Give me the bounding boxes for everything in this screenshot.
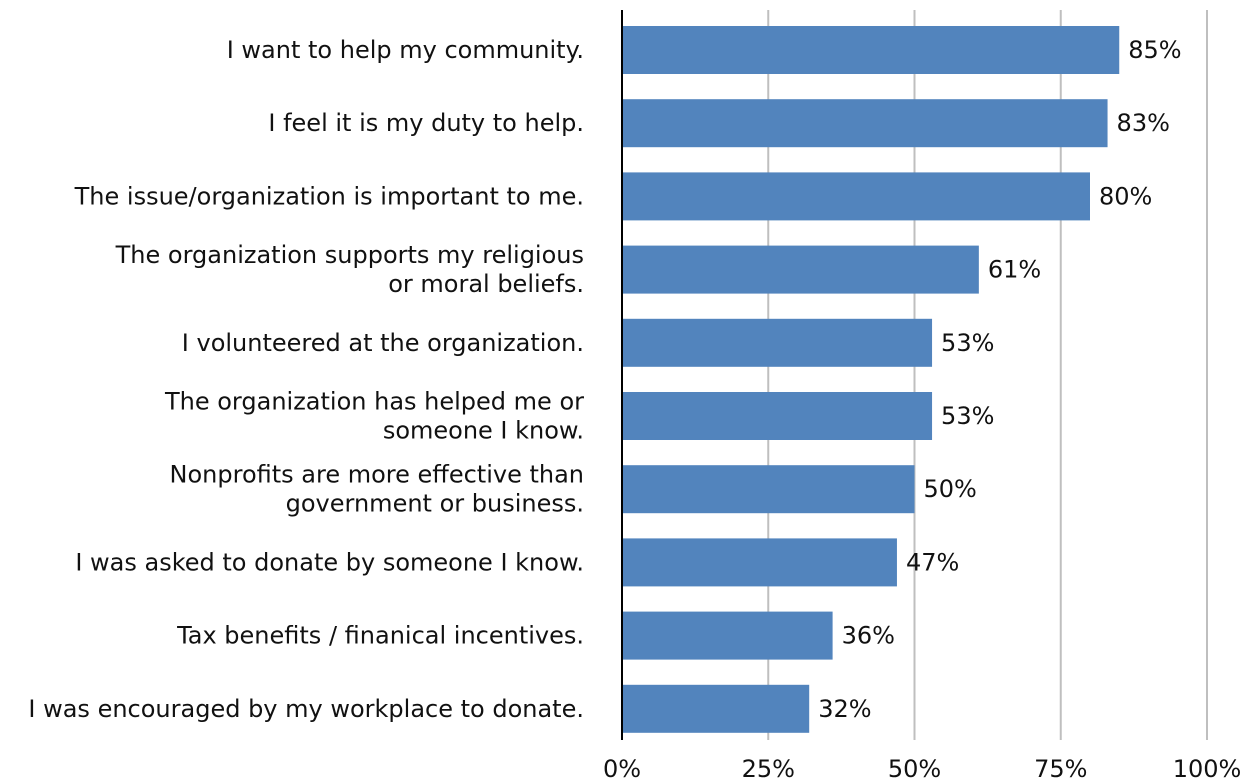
category-label-8: Tax benefits / finanical incentives.: [176, 622, 584, 650]
category-labels: I want to help my community. I feel it is…: [28, 36, 584, 723]
value-labels: 85% 83% 80% 61% 53% 53% 50% 47% 36% 32%: [818, 36, 1181, 723]
category-label-1: I feel it is my duty to help.: [268, 109, 584, 137]
category-label-6-line-1: government or business.: [286, 490, 584, 518]
bar-2: [622, 172, 1090, 221]
bar-9: [622, 684, 810, 733]
bar-5: [622, 392, 933, 440]
x-tick-label-50: 50%: [888, 755, 941, 783]
value-label-0: 85%: [1128, 36, 1181, 64]
category-label-0: I want to help my community.: [227, 36, 584, 64]
category-label-3-line-0: The organization supports my religious: [115, 241, 584, 269]
value-label-6: 50%: [924, 475, 977, 503]
value-label-1: 83%: [1117, 109, 1170, 137]
category-label-7: I was asked to donate by someone I know.: [75, 548, 584, 576]
bars: [622, 26, 1120, 733]
category-label-9: I was encouraged by my workplace to dona…: [28, 695, 584, 723]
category-label-6-line-0: Nonprofits are more effective than: [170, 461, 584, 489]
category-label-4: I volunteered at the organization.: [182, 329, 584, 357]
bar-1: [622, 99, 1108, 148]
x-tick-label-25: 25%: [742, 755, 795, 783]
value-label-2: 80%: [1099, 182, 1152, 210]
x-tick-label-100: 100%: [1173, 755, 1242, 783]
category-label-5-line-1: someone I know.: [383, 417, 584, 445]
value-label-8: 36%: [842, 622, 895, 650]
value-label-4: 53%: [941, 329, 994, 357]
bar-6: [622, 465, 915, 514]
category-label-3-line-1: or moral beliefs.: [388, 270, 584, 298]
x-tick-label-0: 0%: [603, 755, 641, 783]
value-label-3: 61%: [988, 256, 1041, 284]
value-label-9: 32%: [818, 695, 871, 723]
x-tick-labels: 0% 25% 50% 75% 100%: [603, 755, 1241, 783]
value-label-5: 53%: [941, 402, 994, 430]
bar-4: [622, 318, 933, 367]
category-label-2: The issue/organization is important to m…: [74, 182, 584, 210]
category-label-5-line-0: The organization has helped me or: [164, 388, 584, 416]
x-tick-label-75: 75%: [1034, 755, 1087, 783]
bar-7: [622, 538, 897, 587]
bar-3: [622, 245, 979, 294]
bar-0: [622, 26, 1120, 74]
value-label-7: 47%: [906, 548, 959, 576]
bar-8: [622, 611, 833, 660]
